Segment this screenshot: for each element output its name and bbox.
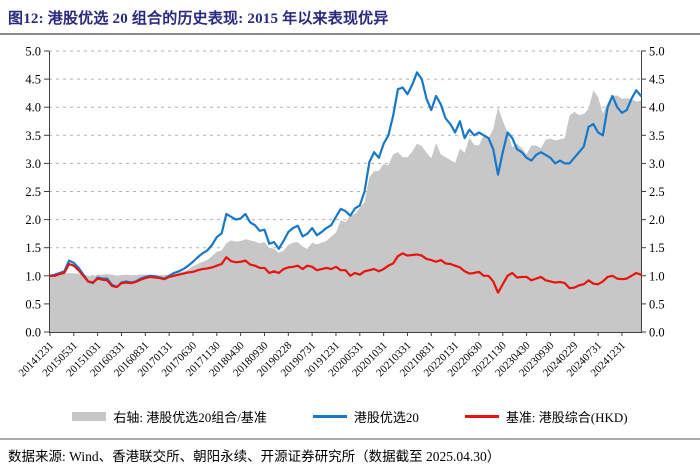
svg-text:1.0: 1.0 bbox=[649, 269, 665, 283]
svg-text:0.0: 0.0 bbox=[25, 326, 41, 340]
legend-item-label: 右轴: 港股优选20组合/基准 bbox=[113, 409, 267, 425]
ratio-area-swatch bbox=[72, 411, 107, 421]
chart-legend: 右轴: 港股优选20组合/基准 港股优选20 基准: 港股综合(HKD) bbox=[0, 403, 700, 429]
svg-text:4.0: 4.0 bbox=[649, 101, 665, 115]
svg-text:5.0: 5.0 bbox=[25, 45, 41, 59]
svg-text:2.0: 2.0 bbox=[649, 213, 665, 227]
benchmark-line-swatch bbox=[464, 414, 499, 418]
svg-text:0.5: 0.5 bbox=[649, 297, 665, 311]
svg-text:1.5: 1.5 bbox=[25, 241, 41, 255]
performance-chart: 0.0 0.0 0.5 0.5 1.0 1.0 1.5 1.5 2.0 2.0 2.5 2.5 3.0 3… bbox=[0, 35, 700, 387]
data-source: 数据来源: Wind、香港联交所、朝阳永续、开源证券研究所（数据截至 2025.… bbox=[8, 449, 501, 464]
svg-text:4.0: 4.0 bbox=[25, 101, 41, 115]
svg-text:3.5: 3.5 bbox=[649, 129, 665, 143]
svg-text:4.5: 4.5 bbox=[25, 73, 41, 87]
svg-text:0.5: 0.5 bbox=[25, 297, 41, 311]
legend-item-benchmark: 基准: 港股综合(HKD) bbox=[464, 407, 628, 426]
svg-text:1.0: 1.0 bbox=[25, 269, 41, 283]
legend-item-ratio: 右轴: 港股优选20组合/基准 bbox=[72, 407, 267, 426]
legend-item-portfolio: 港股优选20 bbox=[312, 407, 419, 426]
svg-text:2.5: 2.5 bbox=[25, 185, 41, 199]
svg-text:3.0: 3.0 bbox=[649, 157, 665, 171]
svg-text:2.0: 2.0 bbox=[25, 213, 41, 227]
figure-title: 图12: 港股优选 20 组合的历史表现: 2015 年以来表现优异 bbox=[8, 11, 389, 27]
legend-item-label: 基准: 港股综合(HKD) bbox=[505, 409, 628, 425]
figure-header: 图12: 港股优选 20 组合的历史表现: 2015 年以来表现优异 bbox=[0, 0, 700, 35]
svg-text:3.0: 3.0 bbox=[25, 157, 41, 171]
svg-text:0.0: 0.0 bbox=[649, 326, 665, 340]
svg-text:1.5: 1.5 bbox=[649, 241, 665, 255]
svg-text:4.5: 4.5 bbox=[649, 73, 665, 87]
svg-text:2.5: 2.5 bbox=[649, 185, 665, 199]
legend-item-label: 港股优选20 bbox=[353, 409, 419, 425]
svg-text:3.5: 3.5 bbox=[25, 129, 41, 143]
portfolio-line-swatch bbox=[312, 414, 347, 418]
svg-text:5.0: 5.0 bbox=[649, 45, 665, 59]
figure-footer: 数据来源: Wind、香港联交所、朝阳永续、开源证券研究所（数据截至 2025.… bbox=[0, 438, 700, 471]
chart-canvas: 0.0 0.0 0.5 0.5 1.0 1.0 1.5 1.5 2.0 2.0 2.5 2.5 3.0 3… bbox=[17, 45, 665, 380]
